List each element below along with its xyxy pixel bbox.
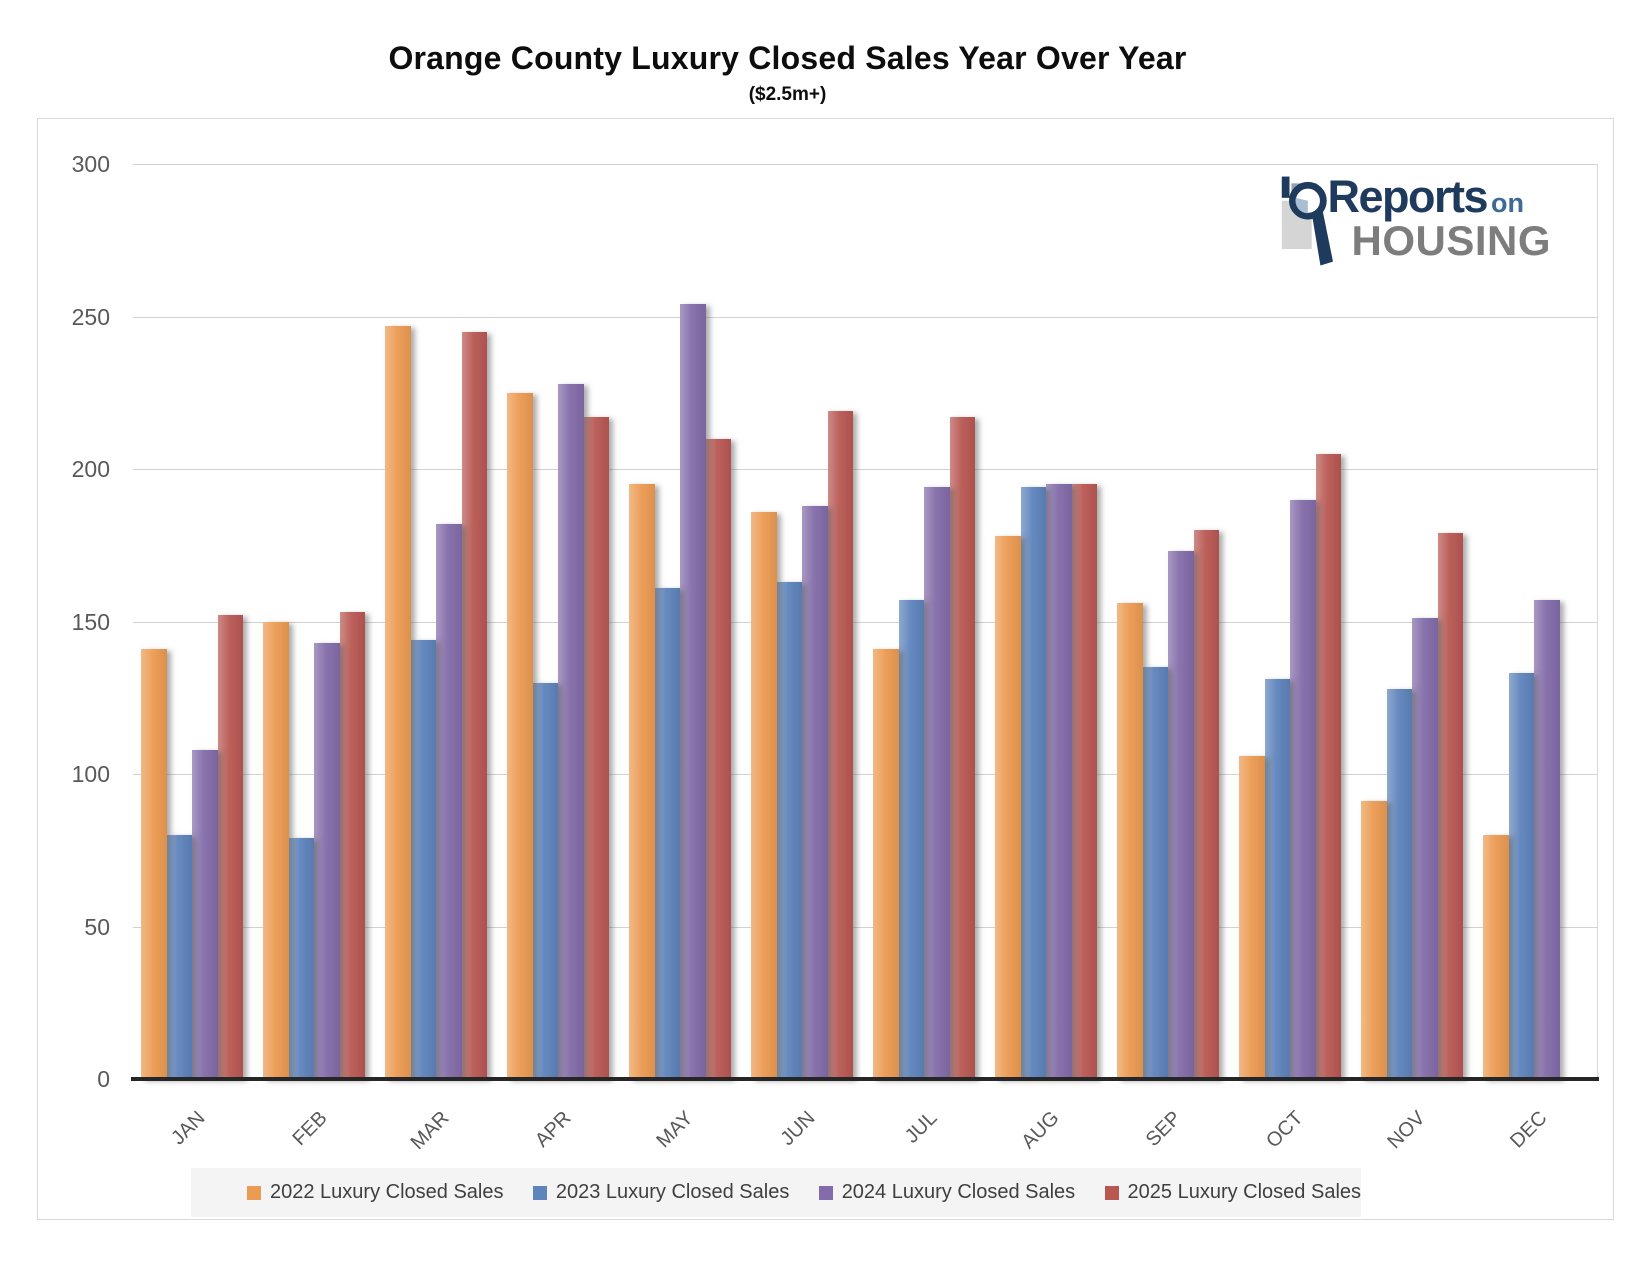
bar-jun-2023: [776, 581, 802, 1079]
legend-item: 2024 Luxury Closed Sales: [818, 1181, 1105, 1204]
bar-oct-2022: [1239, 755, 1265, 1079]
y-axis-label: 0: [97, 1066, 110, 1092]
bar-feb-2023: [288, 838, 314, 1079]
legend-item: 2025 Luxury Closed Sales: [1104, 1181, 1362, 1204]
magnifier-bar-chart-icon: [1282, 176, 1334, 266]
bar-nov-2022: [1361, 801, 1387, 1079]
bar-aug-2025: [1071, 484, 1097, 1079]
legend-item: 2023 Luxury Closed Sales: [532, 1181, 819, 1204]
legend-swatch-icon: [818, 1185, 833, 1200]
legend-swatch-icon: [532, 1185, 547, 1200]
gridline: [133, 926, 1597, 928]
bar-mar-2024: [436, 523, 462, 1079]
bar-sep-2024: [1168, 551, 1194, 1079]
gridline: [133, 469, 1597, 470]
bar-nov-2023: [1386, 688, 1412, 1079]
plot-right-border: [1597, 164, 1598, 1079]
bar-mar-2023: [410, 639, 436, 1079]
bar-jan-2024: [192, 749, 218, 1079]
bar-apr-2024: [558, 383, 584, 1079]
y-axis-label: 250: [71, 303, 110, 330]
legend: 2022 Luxury Closed Sales 2023 Luxury Clos…: [191, 1168, 1361, 1217]
bar-sep-2023: [1142, 667, 1168, 1079]
chart-frame: 0 50 100 150 200 250 300 JAN FEB MAR APR MAY JUN JUL…: [37, 118, 1614, 1220]
bar-oct-2023: [1264, 679, 1290, 1079]
chart-title: Orange County Luxury Closed Sales Year O…: [388, 40, 1187, 76]
bar-may-2023: [654, 587, 680, 1079]
bar-jul-2024: [924, 487, 950, 1079]
bar-apr-2023: [532, 682, 558, 1079]
bar-jul-2025: [949, 417, 975, 1079]
y-axis-label: 300: [71, 151, 110, 177]
bar-aug-2024: [1046, 484, 1072, 1079]
bar-oct-2024: [1290, 499, 1316, 1079]
chart-subtitle: ($2.5m+): [748, 84, 827, 105]
bar-sep-2025: [1193, 530, 1219, 1079]
y-axis-label: 100: [71, 761, 110, 787]
legend-label: 2024 Luxury Closed Sales: [841, 1181, 1076, 1203]
logo-housing-text: HOUSING: [1351, 217, 1551, 264]
gridline: [133, 621, 1597, 623]
legend-label: 2025 Luxury Closed Sales: [1127, 1181, 1362, 1203]
bar-feb-2024: [314, 642, 340, 1079]
bar-jan-2025: [217, 615, 243, 1079]
bar-jun-2025: [827, 411, 853, 1079]
bar-feb-2022: [263, 621, 289, 1079]
y-axis-label: 50: [84, 913, 110, 940]
legend-label: 2023 Luxury Closed Sales: [555, 1181, 790, 1203]
bar-jun-2022: [751, 511, 777, 1079]
plot-area: [133, 164, 1597, 1079]
bar-nov-2024: [1412, 618, 1438, 1079]
bar-sep-2022: [1117, 603, 1143, 1079]
legend-swatch-icon: [1104, 1185, 1119, 1200]
legend-item: 2022 Luxury Closed Sales: [247, 1181, 533, 1204]
bar-apr-2022: [507, 392, 533, 1079]
legend-swatch-icon: [247, 1185, 261, 1200]
y-axis-label: 150: [71, 608, 110, 635]
bar-feb-2025: [339, 612, 365, 1079]
bar-may-2025: [705, 438, 731, 1079]
bar-may-2022: [629, 484, 655, 1079]
legend-label: 2022 Luxury Closed Sales: [270, 1181, 504, 1203]
gridline: [133, 774, 1597, 775]
bar-mar-2022: [385, 325, 411, 1079]
bar-aug-2023: [1020, 487, 1046, 1079]
bar-jul-2023: [898, 600, 924, 1079]
logo-on-text: on: [1491, 188, 1525, 218]
gridline: [133, 316, 1597, 318]
x-axis-label-dec: DEC: [1506, 1107, 1552, 1153]
bar-jan-2022: [141, 648, 167, 1079]
bar-apr-2025: [583, 417, 609, 1079]
bar-jan-2023: [166, 835, 192, 1079]
logo-text: Reports on HOUSING: [1327, 174, 1551, 262]
logo-reports-text: Reports: [1327, 171, 1488, 222]
bar-aug-2022: [995, 536, 1021, 1079]
gridline: [133, 164, 1597, 165]
bar-mar-2025: [461, 331, 487, 1079]
x-axis-line: [131, 1077, 1599, 1081]
bar-dec-2023: [1508, 673, 1534, 1079]
logo: Reports on HOUSING: [1275, 174, 1551, 270]
bar-oct-2025: [1315, 453, 1341, 1079]
bar-nov-2025: [1437, 533, 1463, 1079]
bar-may-2024: [680, 304, 706, 1079]
bar-jun-2024: [802, 505, 828, 1079]
bar-dec-2022: [1483, 835, 1509, 1079]
bar-jul-2022: [873, 648, 899, 1079]
y-axis-label: 200: [71, 456, 110, 482]
bar-dec-2024: [1534, 600, 1560, 1079]
